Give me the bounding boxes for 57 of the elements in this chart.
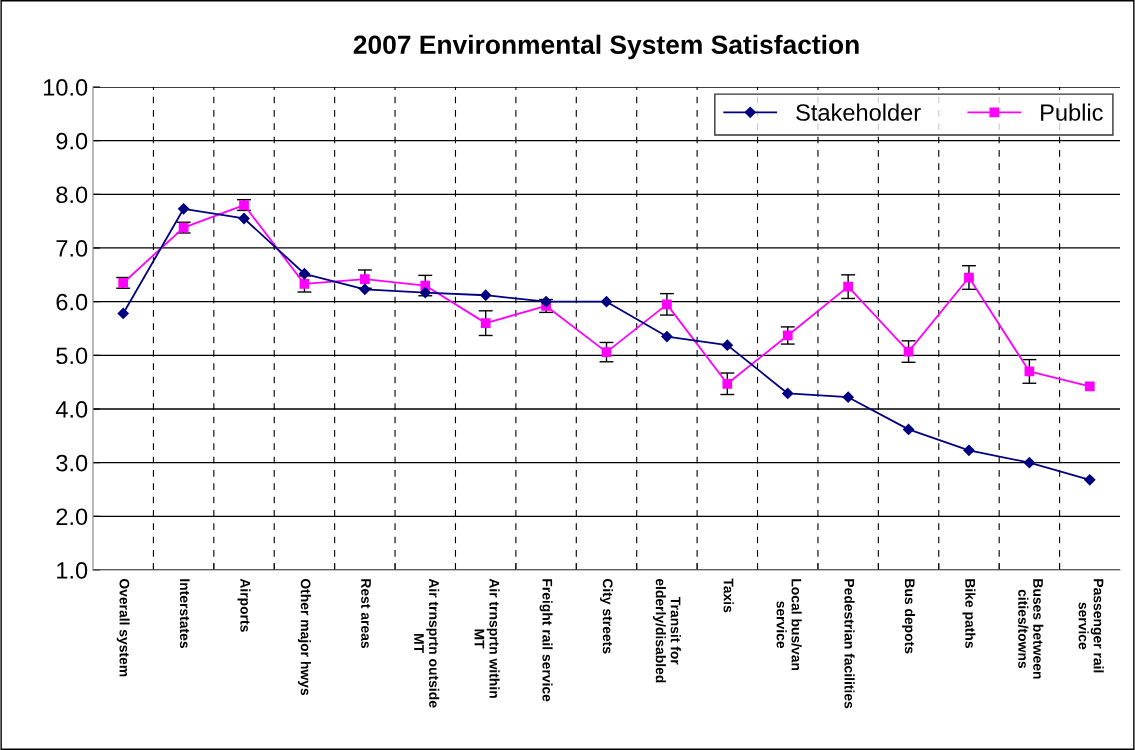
x-tick-label: Bus depots [902,579,916,654]
point [540,296,552,308]
point [1084,381,1095,392]
point [782,330,793,341]
y-tick-label: 8.0 [56,186,88,204]
y-tick-label: 4.0 [55,401,88,418]
y-tick-label: 3.0 [56,454,88,472]
x-tick-label: Airports [237,578,251,632]
y-tick-label: 2.0 [56,508,88,526]
point [600,296,613,308]
point [782,387,794,400]
point [359,283,371,295]
x-tick-label: Air trnsprtn within MT [474,578,500,698]
y-tick-label: 9.0 [56,132,88,150]
point [842,391,854,403]
point [298,268,311,280]
x-tick-label: Transit for elderly/disabled [652,578,681,683]
point [1023,457,1035,469]
point [662,299,672,310]
point [238,212,250,225]
point [480,289,492,301]
point [902,423,915,435]
point [964,272,974,283]
x-tick-label: Pedestrian facilities [844,579,855,709]
chart-title: 2007 Environmental System Satisfaction [353,34,859,60]
point [480,318,491,328]
x-tick-label: Other major hwys [297,578,311,696]
point [117,307,129,320]
point [178,203,190,215]
y-tick-label: 1.0 [57,562,88,579]
x-tick-label: Passenger rail service [1078,579,1104,673]
y-tick-label: 10.0 [43,79,88,96]
point [722,378,733,389]
x-tick-label: Air trnsprtn outside MT [414,578,440,708]
point [843,281,854,292]
x-tick-label: Freight rail service [539,579,553,702]
point [419,286,431,299]
x-tick-label: Taxis [723,578,734,613]
point [299,279,310,289]
x-tick-label: Overall system [116,578,130,677]
x-tick-label: Rest areas [361,579,371,649]
y-tick-label: 5.0 [56,347,88,365]
x-tick-label: City streets [600,578,613,654]
legend-label: Stakeholder [796,103,921,121]
y-tick-label: 6.0 [56,293,88,311]
point [601,347,612,357]
x-tick-label: Interstates [179,579,190,649]
x-tick-label: Buses between cities/towns [1018,579,1044,679]
x-tick-label: Bike paths [962,579,976,648]
point [661,330,673,343]
point [721,339,733,351]
y-tick-label: 7.0 [56,240,88,257]
point [359,274,370,284]
point [963,444,975,456]
x-tick-label: Local bus/van service [776,579,802,671]
legend-label: Public [1041,103,1103,121]
point [1084,474,1096,486]
